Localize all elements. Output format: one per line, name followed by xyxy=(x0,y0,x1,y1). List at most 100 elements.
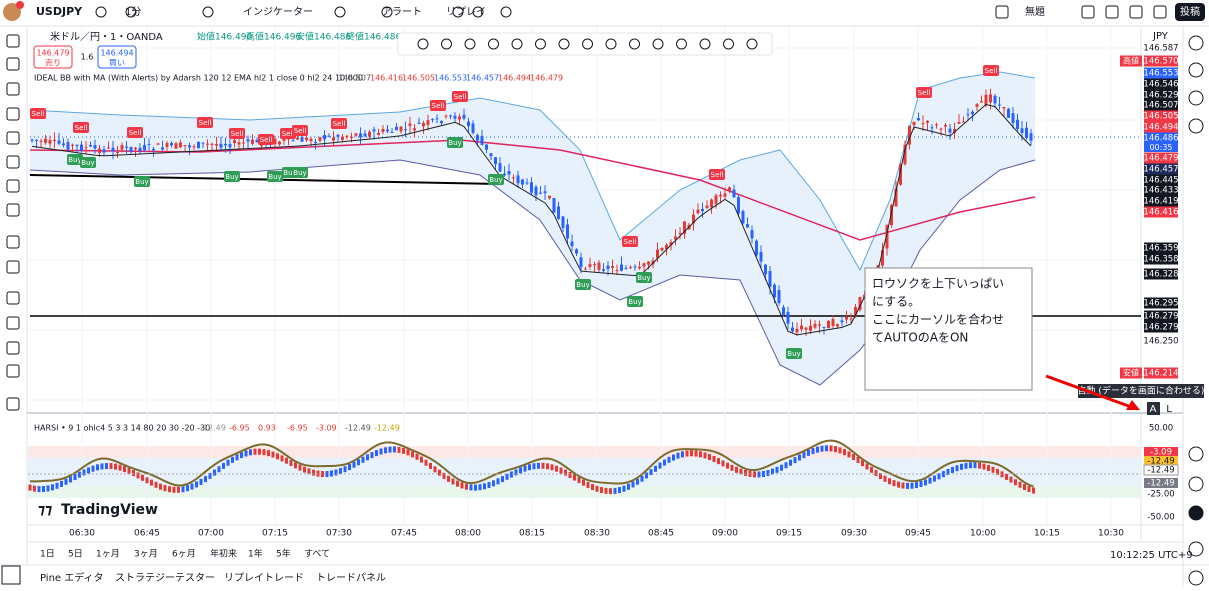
tab[interactable]: ストラテジーテスター xyxy=(115,572,215,584)
tool-icon[interactable] xyxy=(6,107,20,121)
tool-icon[interactable] xyxy=(6,34,20,48)
top-icon[interactable] xyxy=(995,5,1009,19)
top-icon[interactable] xyxy=(1153,5,1167,19)
range-button[interactable]: 1ヶ月 xyxy=(96,549,120,560)
tool-icon[interactable] xyxy=(6,260,20,274)
draw-tool[interactable] xyxy=(582,38,593,50)
side-icon[interactable] xyxy=(1188,90,1204,106)
osc-candle xyxy=(276,453,279,460)
top-icon[interactable] xyxy=(95,6,107,18)
osc-candle xyxy=(258,448,261,455)
candle xyxy=(791,327,794,332)
brand: TradingView xyxy=(61,502,158,518)
draw-tool[interactable] xyxy=(723,38,734,50)
osc-candle xyxy=(681,451,684,458)
avatar[interactable] xyxy=(3,3,21,21)
side-icon[interactable] xyxy=(1188,35,1204,51)
buy-tag xyxy=(575,279,591,290)
top-icon[interactable] xyxy=(1081,5,1095,19)
draw-tool[interactable] xyxy=(464,38,476,50)
tool-icon[interactable] xyxy=(6,57,20,71)
star-button[interactable] xyxy=(1,565,21,585)
tool-icon[interactable] xyxy=(6,235,20,249)
side-icon[interactable] xyxy=(1188,476,1204,492)
candle xyxy=(908,125,911,145)
tool-icon[interactable] xyxy=(6,316,20,330)
publish-button[interactable] xyxy=(1175,3,1205,21)
tab[interactable]: トレードパネル xyxy=(316,572,386,584)
top-icon[interactable] xyxy=(1129,5,1143,19)
log-button[interactable]: L xyxy=(1166,404,1172,415)
alert[interactable]: アラート xyxy=(382,6,422,18)
indicators[interactable]: インジケーター xyxy=(243,6,313,18)
osc-candle xyxy=(226,459,230,466)
range-button[interactable]: 3ヶ月 xyxy=(134,549,158,560)
range-button[interactable]: 5日 xyxy=(68,549,83,560)
tool-icon[interactable] xyxy=(6,397,20,411)
candle xyxy=(759,251,763,262)
draw-tool[interactable] xyxy=(699,38,711,50)
countdown: 00:35 xyxy=(1149,143,1172,152)
auto-button-bg[interactable] xyxy=(1147,402,1160,415)
top-icon[interactable] xyxy=(202,6,214,18)
tool-icon[interactable] xyxy=(6,179,20,193)
interval[interactable]: 1分 xyxy=(125,6,141,18)
side-icon[interactable] xyxy=(1188,505,1204,521)
sell-box[interactable] xyxy=(33,45,73,69)
draw-tool[interactable] xyxy=(605,38,617,50)
tool-icon[interactable] xyxy=(6,203,20,217)
tool-icon[interactable] xyxy=(6,291,20,305)
price-tag xyxy=(1144,110,1178,122)
side-icon[interactable] xyxy=(1188,62,1204,78)
tool-icon[interactable] xyxy=(6,131,20,145)
osc-candle xyxy=(627,483,630,490)
draw-tool[interactable] xyxy=(558,38,570,50)
tool-icon[interactable] xyxy=(6,82,20,96)
top-icon[interactable] xyxy=(472,6,484,18)
top-icon[interactable] xyxy=(1105,5,1119,19)
osc-candle xyxy=(793,457,797,464)
draw-tool[interactable] xyxy=(511,38,523,50)
candle xyxy=(638,266,641,269)
candle xyxy=(489,153,493,157)
tool-icon[interactable] xyxy=(6,341,20,355)
candle xyxy=(224,143,227,146)
osc-candle xyxy=(465,483,468,490)
symbol[interactable]: USDJPY xyxy=(36,5,83,18)
publish[interactable]: 投稿 xyxy=(1180,5,1200,18)
range-button[interactable]: 6ヶ月 xyxy=(172,549,196,560)
top-icon[interactable] xyxy=(125,6,137,18)
draw-tool[interactable] xyxy=(535,38,546,50)
tab[interactable]: リプレイトレード xyxy=(224,572,304,584)
replay[interactable]: リプレイ xyxy=(446,6,486,18)
draw-tool[interactable] xyxy=(652,38,664,50)
tool-icon[interactable] xyxy=(6,364,20,378)
side-icon[interactable] xyxy=(1188,118,1204,134)
tab[interactable]: Pine エディタ xyxy=(40,571,104,584)
range-button[interactable]: 5年 xyxy=(276,548,291,560)
range-button[interactable]: 年初来 xyxy=(210,548,237,560)
draw-tool[interactable] xyxy=(488,38,499,50)
top-icon[interactable] xyxy=(500,6,512,18)
top-icon[interactable] xyxy=(452,6,464,18)
draw-tool[interactable] xyxy=(441,38,452,50)
osc-candle xyxy=(492,480,495,487)
range-button[interactable]: 1年 xyxy=(248,548,263,560)
side-icon[interactable] xyxy=(1188,541,1204,557)
side-icon[interactable] xyxy=(1188,446,1204,462)
draw-tool[interactable] xyxy=(629,38,640,50)
buy-box[interactable] xyxy=(97,45,137,69)
side-icon[interactable] xyxy=(1188,570,1204,586)
draw-tool[interactable] xyxy=(676,38,687,50)
draw-tool[interactable] xyxy=(417,38,429,50)
layout-name[interactable]: 無題 xyxy=(1025,5,1045,18)
sell-label: Sell xyxy=(294,127,307,135)
range-button[interactable]: すべて xyxy=(304,549,330,560)
top-icon[interactable] xyxy=(334,6,346,18)
auto-button[interactable]: A xyxy=(1150,404,1157,415)
draw-tool[interactable] xyxy=(746,38,758,50)
candle xyxy=(48,140,52,144)
top-icon[interactable] xyxy=(381,6,393,18)
range-button[interactable]: 1日 xyxy=(40,549,55,560)
tool-icon[interactable] xyxy=(6,155,20,169)
